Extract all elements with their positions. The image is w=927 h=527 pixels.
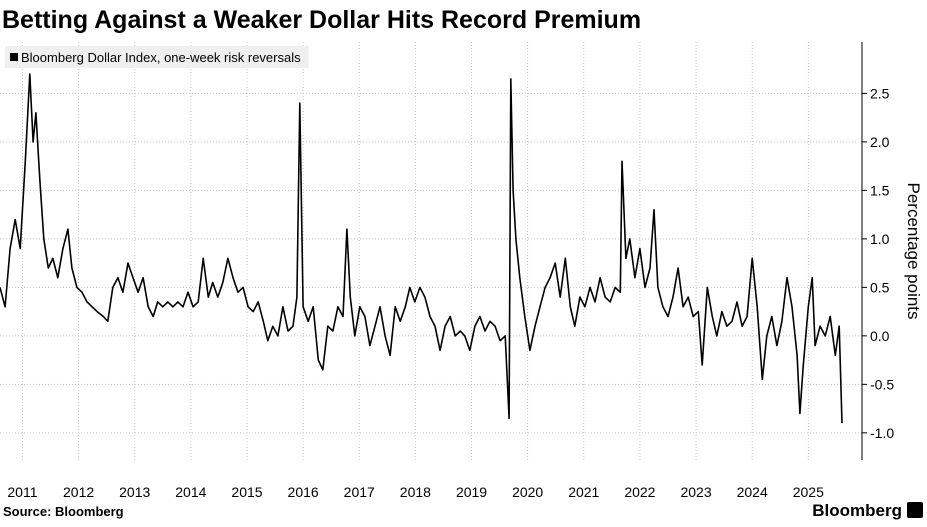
y-tick-label: -0.5 xyxy=(870,376,894,392)
legend-swatch xyxy=(10,53,18,61)
chart-title: Betting Against a Weaker Dollar Hits Rec… xyxy=(2,6,641,34)
y-tick-label: 1.0 xyxy=(870,231,890,247)
x-tick-label: 2011 xyxy=(7,484,37,500)
x-tick-label: 2014 xyxy=(175,484,206,500)
y-tick-label: 2.5 xyxy=(870,85,890,101)
x-tick-label: 2012 xyxy=(63,484,94,500)
y-axis-label: Percentage points xyxy=(904,182,923,319)
x-tick-label: 2024 xyxy=(737,484,768,500)
x-tick-label: 2020 xyxy=(512,484,543,500)
x-tick-label: 2022 xyxy=(624,484,655,500)
data-line xyxy=(0,73,843,424)
x-tick-label: 2018 xyxy=(400,484,431,500)
x-tick-label: 2013 xyxy=(119,484,150,500)
y-tick-label: 1.5 xyxy=(870,182,890,198)
x-tick-label: 2019 xyxy=(456,484,487,500)
y-tick-label: 0.5 xyxy=(870,279,890,295)
brand-logo: Bloomberg xyxy=(812,501,902,520)
x-tick-label: 2021 xyxy=(568,484,599,500)
x-tick-label: 2016 xyxy=(288,484,319,500)
y-tick-label: -1.0 xyxy=(870,425,894,441)
x-tick-label: 2017 xyxy=(344,484,375,500)
brand-icon xyxy=(907,502,923,518)
x-tick-label: 2023 xyxy=(680,484,711,500)
x-tick-label: 2025 xyxy=(793,484,824,500)
legend-box xyxy=(5,46,309,68)
source: Source: Bloomberg xyxy=(3,504,124,519)
y-tick-label: 0.0 xyxy=(870,328,890,344)
x-tick-label: 2015 xyxy=(231,484,262,500)
y-tick-label: 2.0 xyxy=(870,134,890,150)
legend-label: Bloomberg Dollar Index, one-week risk re… xyxy=(21,50,301,65)
